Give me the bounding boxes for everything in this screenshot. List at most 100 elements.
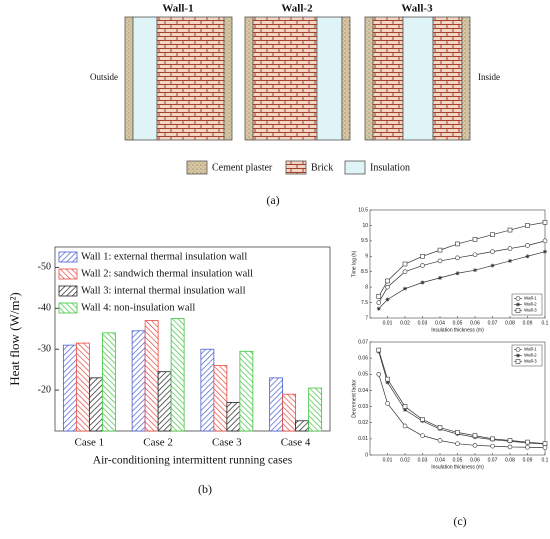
- insulation-layer: [316, 16, 343, 141]
- legend-swatch: [58, 251, 78, 263]
- marker: [438, 275, 442, 280]
- wall-title: Wall-3: [401, 3, 433, 15]
- y-tick-label: 8: [365, 284, 368, 290]
- x-tick-label: 0.1: [542, 457, 549, 463]
- x-tick-label: 0.01: [383, 457, 393, 463]
- bar: [157, 371, 172, 432]
- marker: [472, 252, 478, 258]
- legend-label: Wall-1: [524, 296, 537, 301]
- plaster-layer: [244, 16, 254, 141]
- bar: [101, 332, 116, 432]
- bar: [144, 320, 159, 432]
- legend-swatch: [285, 160, 307, 175]
- marker: [402, 423, 408, 429]
- marker: [437, 425, 443, 430]
- marker: [376, 300, 382, 305]
- insulation-layer: [402, 16, 434, 141]
- inside-label: Inside: [478, 72, 500, 82]
- x-tick-label: 0.1: [542, 320, 549, 326]
- x-axis-label: Insulation thickness (m): [431, 464, 484, 470]
- legend-label: Wall 2: sandwich thermal insulation wall: [81, 268, 253, 279]
- y-tick-label: -40: [38, 303, 51, 314]
- marker: [455, 271, 460, 276]
- marker: [385, 380, 390, 385]
- y-tick-label: 0.03: [358, 404, 368, 410]
- marker: [376, 371, 382, 377]
- marker: [420, 263, 425, 268]
- marker: [508, 258, 512, 263]
- legend-label: Wall-3: [524, 359, 537, 364]
- x-tick-label: 0.01: [383, 320, 393, 326]
- wall-title: Wall-1: [162, 3, 193, 15]
- y-axis-label: Decrement factor: [351, 379, 357, 418]
- x-tick-label: 0.09: [523, 457, 533, 463]
- x-tick-label: 0.04: [435, 320, 445, 326]
- x-tick-label: 0.08: [505, 320, 515, 326]
- x-tick-label: 0.03: [418, 457, 428, 463]
- x-tick-label: 0.04: [435, 457, 445, 463]
- y-tick-label: 9: [365, 254, 368, 260]
- marker: [420, 280, 425, 285]
- marker: [507, 246, 513, 251]
- marker: [385, 297, 390, 302]
- brick-layer: [432, 16, 463, 141]
- legend-label: Wall-2: [524, 302, 537, 307]
- marker: [490, 443, 495, 449]
- y-tick-label: 0.05: [358, 372, 368, 378]
- marker: [437, 438, 443, 443]
- legend-swatch: [58, 302, 78, 314]
- panel-label: (a): [266, 193, 279, 207]
- x-tick-label: 0.09: [523, 320, 533, 326]
- brick-layer: [252, 16, 318, 141]
- marker: [490, 249, 495, 254]
- y-axis-label: Time lag (h): [351, 250, 357, 277]
- brick-layer: [372, 16, 404, 141]
- plot-frame: [54, 246, 331, 432]
- marker: [525, 243, 530, 248]
- bar: [75, 342, 90, 432]
- y-tick-label: 0.04: [358, 388, 368, 394]
- y-tick-label: 7: [365, 315, 368, 321]
- line-chart: 7 7.5 8 8.5 9 9.5 10 10.5 0.01 0.02 0.03 0.04 0.05 0.…: [351, 207, 548, 333]
- line-chart: 0 0.01 0.02 0.03 0.04 0.05 0.06 0.07 0.01 0.02 0.0…: [351, 339, 548, 470]
- marker: [507, 438, 513, 443]
- y-tick-label: 10: [362, 223, 368, 229]
- legend-swatch: [186, 160, 208, 175]
- bar: [200, 348, 215, 432]
- y-tick-label: -50: [38, 262, 51, 273]
- x-tick-label: Case 3: [212, 437, 242, 449]
- y-tick-label: 9.5: [361, 238, 368, 244]
- x-tick-label: 0.07: [488, 320, 498, 326]
- bar: [269, 377, 284, 432]
- marker: [525, 254, 530, 259]
- x-tick-label: 0.05: [453, 457, 463, 463]
- legend-label: Wall 4: non-insulation wall: [81, 302, 195, 313]
- marker: [402, 261, 408, 267]
- bar-chart: -50 -40 -30 -20 Wall 1: external thermal ins…: [7, 246, 331, 467]
- marker: [420, 417, 425, 422]
- x-axis-label: Insulation thickness (m): [431, 327, 484, 333]
- marker: [385, 376, 390, 382]
- marker: [507, 444, 513, 450]
- marker: [525, 223, 530, 228]
- marker: [455, 430, 460, 435]
- marker: [455, 241, 460, 247]
- marker: [376, 294, 382, 299]
- marker: [385, 278, 390, 284]
- y-tick-label: -30: [38, 344, 51, 355]
- legend-label: Insulation: [370, 162, 410, 173]
- y-axis-label: Heat flow (W/m²): [7, 292, 22, 385]
- marker: [385, 284, 390, 290]
- marker: [455, 255, 460, 261]
- marker: [403, 286, 407, 291]
- marker: [507, 227, 513, 233]
- y-tick-label: 10.5: [358, 207, 368, 213]
- bar: [295, 420, 310, 432]
- x-tick-label: 0.08: [505, 457, 515, 463]
- marker: [542, 441, 548, 447]
- y-tick-label: 0.06: [358, 355, 368, 361]
- marker: [472, 443, 478, 448]
- insulation-layer: [132, 16, 158, 141]
- marker: [437, 258, 443, 264]
- marker: [385, 401, 390, 406]
